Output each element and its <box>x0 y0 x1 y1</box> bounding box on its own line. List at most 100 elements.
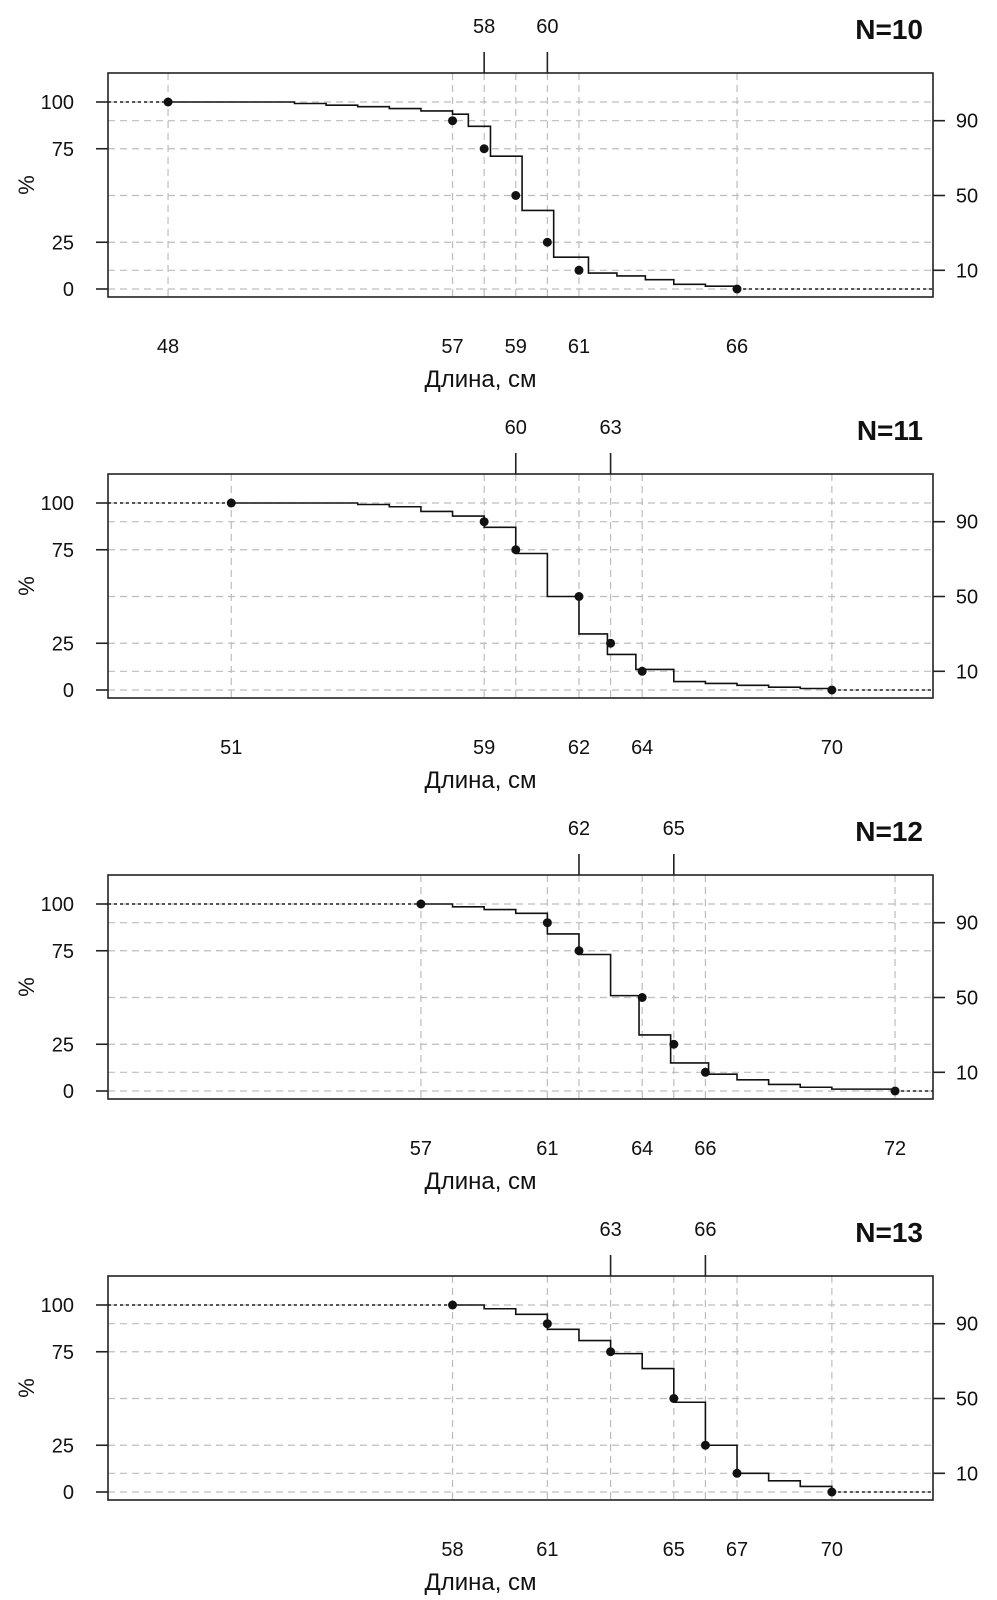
x-tick-label-top: 62 <box>568 818 590 840</box>
data-point <box>890 1086 900 1096</box>
y-axis-label: % <box>14 576 39 596</box>
data-point <box>827 685 837 695</box>
chart-title: N=13 <box>855 1217 923 1248</box>
y-tick-label-left: 75 <box>52 139 74 161</box>
y-tick-label-left: 25 <box>52 1034 74 1056</box>
data-point <box>732 1468 742 1478</box>
chart-panel-4: 0 25 75 100 10 50 90 58 61 65 67 70 63 66% Длина, см N=… <box>14 1217 978 1596</box>
chart-title: N=11 <box>857 415 923 446</box>
y-tick-label-left: 0 <box>63 279 74 301</box>
step-curve <box>231 502 833 690</box>
data-point <box>511 191 521 200</box>
data-point <box>606 638 616 648</box>
data-point <box>542 918 552 928</box>
data-point <box>479 517 489 527</box>
data-point <box>542 1319 552 1329</box>
y-tick-label-right: 90 <box>956 1314 978 1336</box>
x-tick-label-bottom: 59 <box>473 737 495 759</box>
data-point <box>700 1440 710 1450</box>
step-curve <box>452 1304 833 1492</box>
x-tick-label-bottom: 72 <box>884 1138 906 1160</box>
chart-title: N=10 <box>855 14 923 45</box>
data-point <box>669 1394 679 1403</box>
data-point <box>669 1039 679 1049</box>
data-point <box>637 993 647 1002</box>
x-tick-label-bottom: 59 <box>505 336 527 358</box>
y-tick-label-left: 100 <box>41 92 74 114</box>
y-tick-label-left: 25 <box>52 232 74 254</box>
plot-frame <box>107 473 934 699</box>
data-point <box>574 946 584 956</box>
y-tick-label-left: 75 <box>52 540 74 562</box>
plot-frame <box>107 1275 934 1501</box>
x-tick-label-bottom: 61 <box>536 1138 558 1160</box>
y-tick-label-left: 0 <box>63 1482 74 1504</box>
x-tick-label-bottom: 58 <box>441 1539 463 1561</box>
y-tick-label-left: 25 <box>52 633 74 655</box>
x-tick-label-top: 60 <box>505 417 527 439</box>
y-tick-label-right: 50 <box>956 988 978 1010</box>
y-tick-label-left: 0 <box>63 680 74 702</box>
data-point <box>448 1300 458 1310</box>
data-point <box>574 592 584 601</box>
x-tick-label-bottom: 61 <box>536 1539 558 1561</box>
step-curve <box>420 903 896 1091</box>
data-point <box>606 1347 616 1357</box>
x-tick-label-bottom: 51 <box>220 737 242 759</box>
x-tick-label-bottom: 66 <box>694 1138 716 1160</box>
chart-panel-1: 0 25 75 100 10 50 90 48 57 59 61 66 58 60% Длина, см N=… <box>14 14 978 393</box>
x-tick-label-bottom: 57 <box>410 1138 432 1160</box>
grid-lines <box>108 474 933 698</box>
y-tick-label-right: 50 <box>956 587 978 609</box>
y-tick-label-right: 90 <box>956 913 978 935</box>
grid-lines <box>108 73 933 297</box>
x-axis-label: Длина, см <box>424 366 536 393</box>
x-tick-label-bottom: 57 <box>441 336 463 358</box>
y-tick-label-right: 50 <box>956 186 978 208</box>
x-tick-label-top: 63 <box>599 417 621 439</box>
y-tick-label-left: 100 <box>41 493 74 515</box>
data-point <box>827 1487 837 1497</box>
x-tick-label-bottom: 67 <box>726 1539 748 1561</box>
grid-lines <box>108 875 933 1099</box>
y-tick-label-left: 75 <box>52 1342 74 1364</box>
x-tick-label-bottom: 65 <box>663 1539 685 1561</box>
data-point <box>700 1067 710 1077</box>
data-point <box>574 265 584 275</box>
x-tick-label-top: 60 <box>536 16 558 38</box>
y-tick-label-right: 10 <box>956 1062 978 1084</box>
chart-title: N=12 <box>855 816 923 847</box>
x-tick-label-bottom: 61 <box>568 336 590 358</box>
x-tick-label-top: 63 <box>599 1219 621 1241</box>
x-tick-label-bottom: 64 <box>631 737 653 759</box>
data-point <box>637 666 647 676</box>
x-axis-label: Длина, см <box>424 1168 536 1195</box>
y-tick-label-left: 100 <box>41 1295 74 1317</box>
x-tick-label-top: 66 <box>694 1219 716 1241</box>
y-tick-label-right: 10 <box>956 1463 978 1485</box>
y-tick-label-left: 0 <box>63 1081 74 1103</box>
x-tick-label-bottom: 64 <box>631 1138 653 1160</box>
data-point <box>226 498 236 508</box>
data-point <box>479 144 489 154</box>
y-tick-label-right: 10 <box>956 661 978 683</box>
x-tick-label-bottom: 70 <box>821 1539 843 1561</box>
y-axis-label: % <box>14 1378 39 1398</box>
x-tick-label-bottom: 70 <box>821 737 843 759</box>
data-point <box>448 116 458 126</box>
chart-panel-2: 0 25 75 100 10 50 90 51 59 62 64 70 60 63% Длина, см N=… <box>14 415 978 794</box>
chart-panel-3: 0 25 75 100 10 50 90 57 61 64 66 72 62 65% Длина, см N=… <box>14 816 978 1195</box>
x-tick-label-bottom: 66 <box>726 336 748 358</box>
data-point <box>511 545 521 555</box>
y-axis-label: % <box>14 977 39 997</box>
x-axis-label: Длина, см <box>424 767 536 794</box>
y-tick-label-right: 10 <box>956 260 978 282</box>
x-tick-label-bottom: 48 <box>157 336 179 358</box>
y-tick-label-left: 25 <box>52 1435 74 1457</box>
plot-frame <box>107 72 934 298</box>
data-point <box>416 899 426 909</box>
x-tick-label-top: 58 <box>473 16 495 38</box>
plot-frame <box>107 874 934 1100</box>
y-tick-label-left: 75 <box>52 941 74 963</box>
